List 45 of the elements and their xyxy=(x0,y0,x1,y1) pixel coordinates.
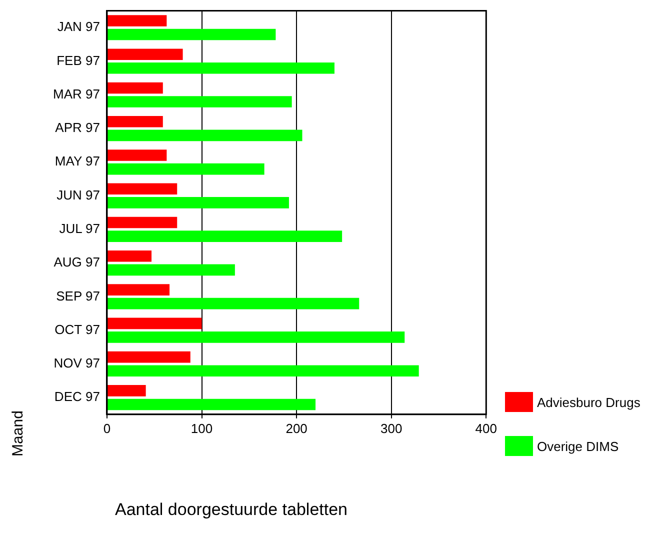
x-tick-label: 200 xyxy=(286,420,308,436)
bar xyxy=(107,398,316,410)
bar xyxy=(107,130,302,142)
bar xyxy=(107,298,360,310)
bar xyxy=(107,264,235,276)
y-tick-label: MAR 97 xyxy=(52,86,100,102)
bar xyxy=(107,183,178,195)
bar xyxy=(107,385,146,396)
bar xyxy=(107,116,163,128)
bar xyxy=(107,351,190,363)
bar xyxy=(107,62,334,74)
bar xyxy=(107,150,167,161)
y-tick-label: JAN 97 xyxy=(57,19,100,34)
x-tick-label: 300 xyxy=(380,420,402,436)
y-tick-label: APR 97 xyxy=(55,120,100,136)
bar xyxy=(107,230,342,242)
bar xyxy=(107,197,289,208)
bar xyxy=(107,163,264,175)
bar xyxy=(107,28,276,40)
y-axis-title: Maand xyxy=(9,410,26,456)
bar xyxy=(107,96,292,108)
bar xyxy=(107,318,202,330)
bar xyxy=(107,216,178,228)
y-tick-label: DEC 97 xyxy=(54,389,100,404)
y-tick-label: FEB 97 xyxy=(56,52,100,68)
y-tick-label: JUN 97 xyxy=(56,187,100,202)
bar xyxy=(107,15,167,26)
x-tick-label: 400 xyxy=(475,420,498,436)
y-tick-label: MAY 97 xyxy=(54,154,100,169)
bar xyxy=(107,48,183,60)
x-axis-title: Aantal doorgestuurde tabletten xyxy=(115,500,348,520)
legend-label: Overige DIMS xyxy=(537,438,619,454)
y-tick-label: JUL 97 xyxy=(59,220,100,236)
x-tick-label: 0 xyxy=(103,420,111,436)
legend-label: Adviesburo Drugs xyxy=(537,394,640,410)
y-tick-label: AUG 97 xyxy=(54,254,100,270)
bar xyxy=(107,284,170,296)
x-tick-label: 100 xyxy=(190,420,213,436)
bar xyxy=(107,332,405,343)
bar xyxy=(107,250,152,262)
bar xyxy=(107,82,163,94)
y-tick-label: NOV 97 xyxy=(54,356,100,371)
y-tick-label: SEP 97 xyxy=(56,288,100,304)
bar xyxy=(107,365,419,376)
y-tick-label: OCT 97 xyxy=(54,322,100,337)
